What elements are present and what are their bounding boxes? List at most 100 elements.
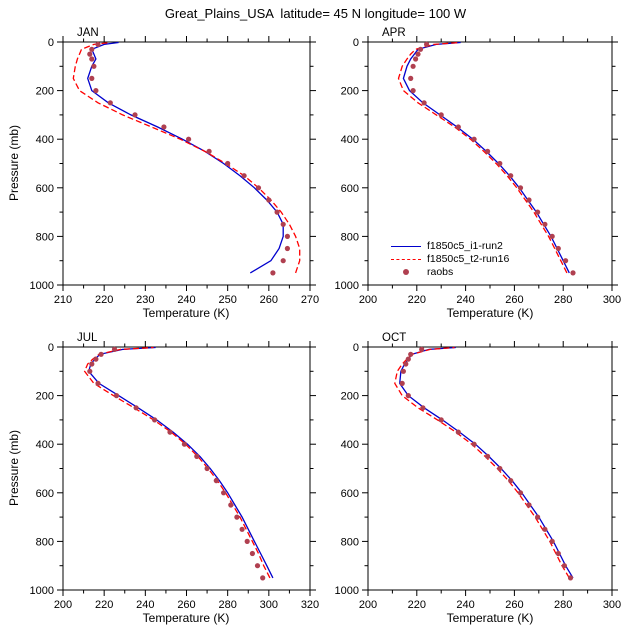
y-tick-label: 600 <box>341 183 359 195</box>
raobs-dot <box>561 563 568 569</box>
x-tick-label: 240 <box>136 599 154 611</box>
raobs-dot <box>549 233 555 239</box>
raobs-dot <box>555 245 561 252</box>
y-tick-label: 0 <box>48 342 54 354</box>
raobs-dot <box>485 453 491 459</box>
raobs-dot <box>95 41 101 48</box>
raobs-dot <box>239 526 245 532</box>
x-tick-label: 220 <box>95 294 113 306</box>
panel-OCT: 200 220 240 260 280 300 0 200 400 600 800 1000 <box>335 341 621 611</box>
x-tick-label: 320 <box>301 599 319 611</box>
raobs-dot <box>399 380 405 386</box>
raobs-dot <box>107 100 113 106</box>
raobs-dot <box>204 465 210 472</box>
y-tick-label: 400 <box>36 439 54 451</box>
y-tick-label: 200 <box>341 391 359 403</box>
raobs-dot <box>270 270 276 276</box>
raobs-dot <box>93 88 99 94</box>
y-tick-label: 800 <box>36 231 54 243</box>
raobs-dot <box>89 46 95 52</box>
x-tick-label: 250 <box>218 294 236 306</box>
y-axis-title-bottom: Pressure (mb) <box>7 430 21 507</box>
raobs-dot <box>113 393 120 399</box>
x-tick-label: 220 <box>408 599 426 611</box>
y-tick-label: 400 <box>36 134 54 146</box>
y-tick-label: 800 <box>36 536 54 548</box>
series-f1850c5_t2-run16 <box>394 346 570 579</box>
y-tick-label: 1000 <box>335 585 359 597</box>
y-tick-label: 800 <box>341 231 359 243</box>
raobs-dot <box>255 185 262 191</box>
raobs-dot <box>280 221 286 227</box>
raobs-dot <box>526 502 532 508</box>
raobs-dot <box>415 51 421 57</box>
x-tick-label: 280 <box>554 599 572 611</box>
raobs-dot <box>517 490 524 496</box>
y-tick-label: 200 <box>341 86 359 98</box>
raobs-dot <box>221 490 227 496</box>
raobs-dot <box>280 258 286 264</box>
raobs-dot <box>181 441 187 447</box>
raobs-dot <box>98 351 104 357</box>
raobs-dot <box>93 356 99 362</box>
raobs-dot <box>111 346 118 352</box>
raobs-dot <box>517 185 524 191</box>
raobs-dot <box>438 417 444 423</box>
raobs-dot <box>225 160 231 167</box>
raobs-dot <box>91 63 97 69</box>
raobs-dot <box>563 258 569 264</box>
y-tick-label: 400 <box>341 134 359 146</box>
series-f1850c5_i1-run2 <box>87 346 274 579</box>
raobs-dot <box>95 380 101 386</box>
y-tick-label: 800 <box>341 536 359 548</box>
legend: f1850c5_i1-run2 f1850c5_t2-run16 raobs <box>391 240 509 279</box>
series-f1850c5_i1-run2 <box>399 346 574 579</box>
y-tick-label: 0 <box>353 342 359 354</box>
raobs-dot <box>194 453 200 459</box>
legend-dashed-line-swatch <box>391 259 421 260</box>
panel-APR: 200 220 240 260 280 300 0 200 400 600 800 1000 <box>335 36 621 306</box>
y-tick-label: 600 <box>36 488 54 500</box>
y-axis-title-top: Pressure (mb) <box>7 125 21 202</box>
raobs-dot <box>549 538 555 545</box>
raobs-dot <box>228 502 234 508</box>
x-tick-label: 300 <box>260 599 278 611</box>
raobs-dot <box>87 368 93 374</box>
raobs-dot <box>89 56 95 62</box>
raobs-dot <box>284 245 290 252</box>
raobs-dot <box>260 575 266 581</box>
raobs-dot <box>241 173 247 179</box>
x-tick-label: 260 <box>505 294 523 306</box>
x-tick-label: 270 <box>301 294 319 306</box>
raobs-dot <box>417 46 424 52</box>
raobs-dot <box>438 112 444 118</box>
series-f1850c5_i1-run2 <box>402 41 570 274</box>
x-tick-label: 260 <box>505 599 523 611</box>
y-tick-label: 200 <box>36 391 54 403</box>
y-tick-label: 0 <box>48 37 54 49</box>
x-tick-label: 200 <box>359 294 377 306</box>
raobs-dot <box>249 550 255 557</box>
x-axis-title-jul: Temperature (K) <box>142 611 230 625</box>
raobs-dot <box>471 136 477 142</box>
raobs-dot <box>234 514 240 520</box>
raobs-dot <box>497 160 503 167</box>
raobs-dot <box>567 575 574 581</box>
raobs-dot <box>400 368 406 374</box>
raobs-dot <box>497 465 503 472</box>
raobs-dot <box>508 173 514 179</box>
raobs-dot <box>535 209 541 215</box>
panel-label-jan: JAN <box>77 27 99 39</box>
legend-label-raobs: raobs <box>427 266 454 278</box>
y-tick-label: 1000 <box>30 280 54 292</box>
y-tick-label: 600 <box>36 183 54 195</box>
raobs-dot <box>542 526 548 532</box>
x-tick-label: 220 <box>95 599 113 611</box>
legend-dot-mark <box>403 269 409 275</box>
raobs-dot <box>455 429 461 435</box>
x-axis-title-jan: Temperature (K) <box>142 306 230 320</box>
plot-frame <box>62 41 311 286</box>
raobs-dot <box>161 124 167 130</box>
x-tick-label: 260 <box>260 294 278 306</box>
